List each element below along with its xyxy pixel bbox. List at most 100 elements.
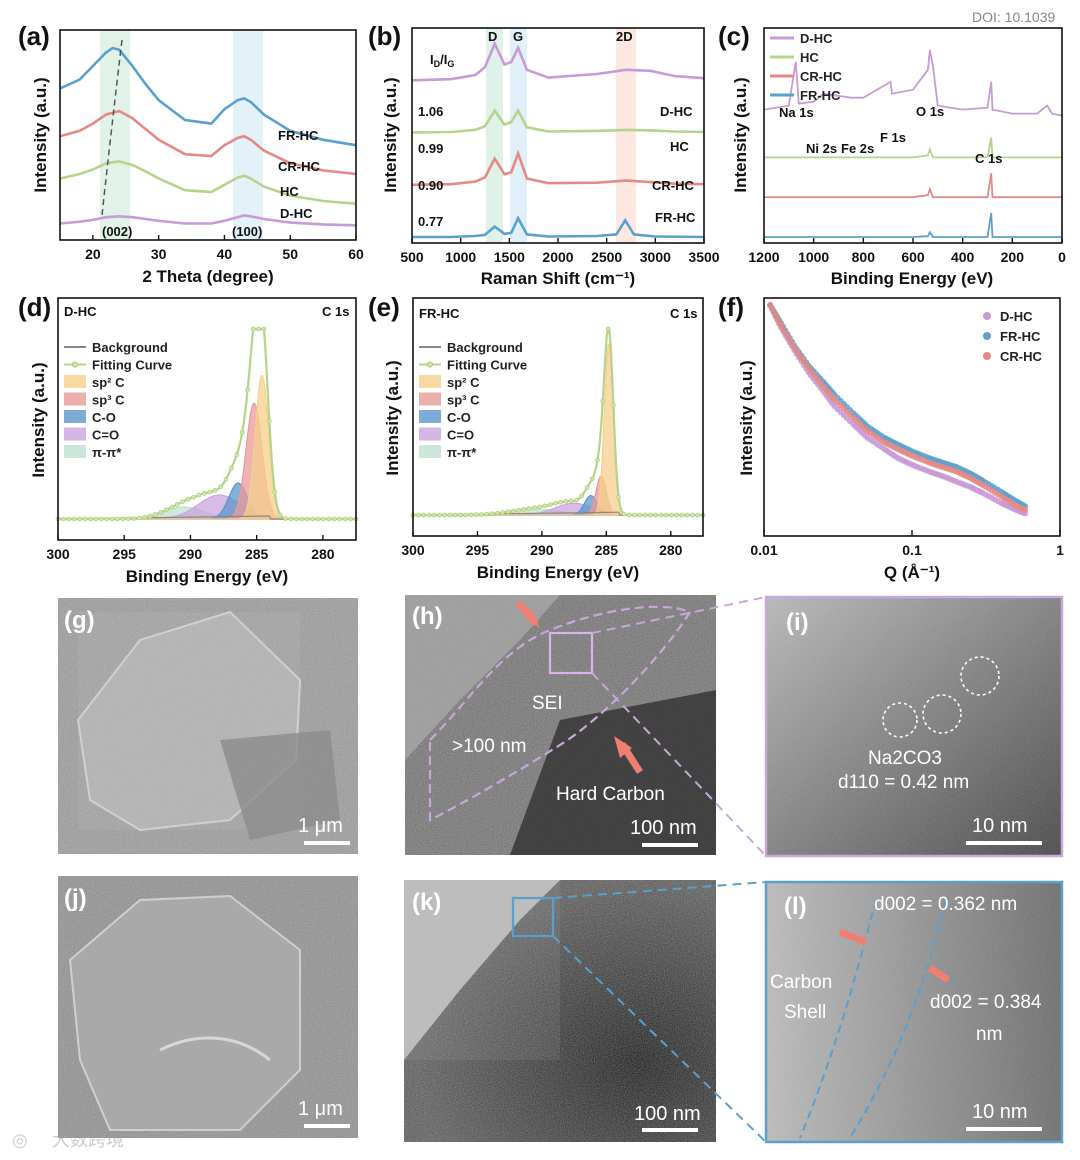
- panel-d-data-point: [277, 512, 283, 518]
- panel-j-particle: [68, 894, 301, 1131]
- panel-e-data-point: [579, 493, 585, 499]
- panel-b-tick-label: 1000: [445, 249, 476, 265]
- panel-c-series-cr-hc: [764, 173, 1062, 199]
- panel-d-tick-label: 290: [179, 546, 203, 562]
- panel-c-label: (c): [718, 21, 750, 51]
- panel-d-data-point: [66, 516, 72, 522]
- panel-d-data-point: [212, 488, 218, 493]
- panel-e-data-point: [442, 512, 447, 518]
- connector-h-i-bottom: [591, 672, 767, 857]
- panel-d-data-point: [158, 509, 164, 515]
- panel-a-label-d: D-HC: [280, 206, 313, 221]
- panel-e-data-point: [452, 512, 458, 518]
- panel-l-scale-bar: [966, 1127, 1042, 1131]
- panel-legend-label: Fitting Curve: [92, 358, 172, 373]
- panel-d-data-point: [310, 516, 316, 522]
- panel-e-data-point: [616, 494, 621, 500]
- panel-e-data-point: [531, 505, 537, 511]
- panel-b-plot: [411, 40, 705, 239]
- panel-b-label-cr: CR-HC: [652, 178, 694, 193]
- panel-f-legend: D-HC FR-HC CR-HC: [983, 309, 1042, 364]
- panel-e-data-point: [584, 485, 590, 490]
- panel-e-data-point: [489, 511, 495, 517]
- panel-legend-label: sp³ C: [92, 393, 125, 408]
- panel-j-scale-text: 1 μm: [298, 1098, 343, 1120]
- panel-i-circle-3: [922, 694, 962, 734]
- panel-e-data-point: [647, 512, 653, 518]
- panel-e-data-point: [505, 509, 511, 515]
- panel-c-tick-label: 200: [1001, 249, 1025, 265]
- panel-e-data-point: [611, 402, 616, 408]
- panel-d-data-point: [185, 496, 191, 502]
- panel-b-label-fr: FR-HC: [655, 210, 696, 225]
- panel-d-data-point: [153, 512, 158, 517]
- panel-k-scale-bar: [642, 1128, 698, 1132]
- panel-e-data-point: [463, 512, 469, 518]
- panel-e-data-point: [521, 507, 527, 512]
- panel-e-data-point: [595, 457, 600, 463]
- panel-f-point-cr-hc: [1022, 506, 1029, 513]
- panel-f-legend-label: D-HC: [1000, 309, 1033, 324]
- panel-l-d2-unit: nm: [976, 1024, 1002, 1045]
- panel-f-xlabel: Q (Å⁻¹): [884, 563, 940, 582]
- panel-e-frame: [412, 297, 704, 537]
- doi-label: DOI: 10.1039: [972, 9, 1055, 25]
- panel-b-label-d: D-HC: [660, 104, 693, 119]
- panel-b-tick-label: 2000: [542, 249, 573, 265]
- panel-b-band-d: [486, 28, 503, 243]
- panel-legend-label: sp² C: [447, 375, 480, 390]
- panel-legend-marker: [72, 361, 78, 368]
- panel-d-data-point: [261, 326, 267, 332]
- panel-d-data-point: [174, 502, 180, 507]
- panel-e-data-point: [458, 512, 463, 518]
- panel-b-series-fr-hc: [412, 215, 705, 239]
- panel-c-ticks: 1200 1000 800 600 400 200 0: [748, 238, 1066, 265]
- panel-d-tick-label: 295: [113, 546, 137, 562]
- panel-h-scale-bar: [642, 843, 698, 847]
- panel-e-data-point: [495, 510, 500, 516]
- panel-e-data-point: [479, 512, 484, 517]
- panel-c-tick-label: 400: [951, 249, 975, 265]
- panel-d-data-point: [115, 516, 120, 522]
- panel-f-label: (f): [718, 292, 744, 322]
- panel-d-data-point: [61, 516, 66, 522]
- panel-c-legend-label: D-HC: [800, 31, 833, 46]
- panel-d-data-point: [342, 516, 348, 522]
- panel-e-data-point: [679, 512, 685, 518]
- panel-f-tick-label: 0.01: [750, 542, 777, 558]
- panel-legend-label: sp³ C: [447, 393, 480, 408]
- panel-legend-label: C=O: [92, 428, 119, 443]
- panel-d-data-point: [304, 516, 310, 522]
- panel-b-ylabel: Intensity (a.u.): [381, 77, 400, 192]
- panel-a-label-hc: HC: [280, 184, 299, 199]
- panel-e-data-point: [632, 512, 637, 518]
- panel-d-frame: [57, 297, 357, 541]
- panel-a-tick-label: 30: [151, 246, 167, 262]
- panel-f-ticks: 0.01 0.1 1: [750, 530, 1064, 558]
- panel-e-data-point: [547, 502, 553, 508]
- panel-a-peak-100: (100): [232, 224, 262, 239]
- panel-e-data-point: [431, 512, 437, 518]
- panel-f-legend-label: FR-HC: [1000, 329, 1041, 344]
- panel-a: (a) (002) (100) FR-HC CR-HC HC D-HC 20 30…: [18, 21, 364, 286]
- panel-b-band-2d: [616, 28, 636, 243]
- panel-e-core: C 1s: [670, 306, 697, 321]
- panel-legend-label: C-O: [447, 410, 471, 425]
- panel-e-data-point: [653, 512, 658, 518]
- panel-legend-swatch: [419, 427, 441, 441]
- panel-l-arrow-2: [928, 965, 950, 983]
- panel-c-tick-label: 600: [901, 249, 925, 265]
- panel-e-data-point: [468, 512, 474, 518]
- panel-a-band-002: [100, 30, 130, 240]
- panel-a-band-100: [233, 30, 263, 240]
- panel-j-image: (j) 1 μm: [58, 876, 358, 1138]
- panel-a-label-fr: FR-HC: [278, 128, 319, 143]
- panel-b-band-label-2d: 2D: [616, 29, 633, 44]
- panel-a-series-fr-hc: [59, 46, 357, 147]
- panel-i-circle-1: [960, 656, 1000, 696]
- panel-i-frame: [764, 595, 1064, 858]
- connector-k-l-bottom: [552, 935, 767, 1143]
- panel-e-data-point: [658, 512, 664, 518]
- panel-legend-swatch: [64, 392, 86, 406]
